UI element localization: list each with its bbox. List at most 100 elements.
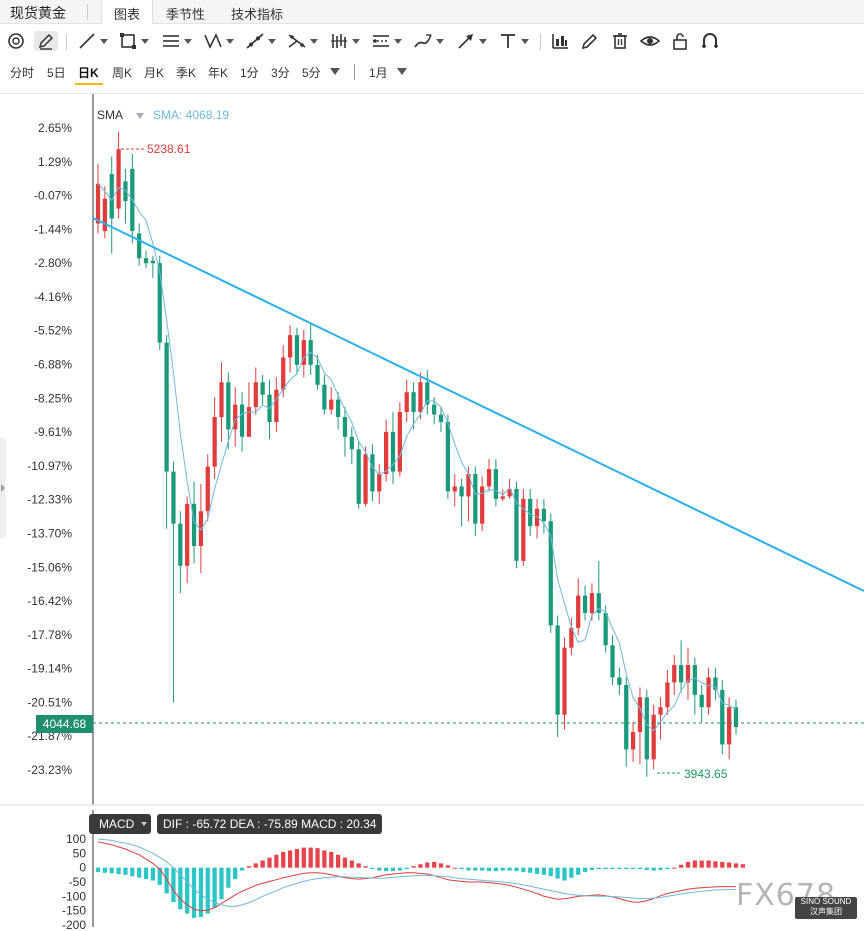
period-intraday[interactable]: 分时: [10, 66, 35, 80]
macd-bar: [706, 860, 711, 868]
candle-body: [294, 335, 300, 365]
pattern-icon[interactable]: [203, 31, 234, 51]
tab-indicators[interactable]: 技术指标: [231, 7, 284, 22]
arrow-icon[interactable]: [456, 31, 487, 51]
candle-body: [699, 694, 704, 708]
candle-body: [281, 357, 286, 390]
y-tick-label: -5.52%: [34, 324, 72, 338]
macd-bar: [569, 867, 574, 878]
trend-line[interactable]: [92, 217, 864, 592]
candle-body: [534, 508, 540, 527]
period-weekly[interactable]: 周K: [112, 66, 133, 80]
candle-body: [226, 382, 231, 430]
candle-body: [651, 714, 656, 760]
sidebar-toggle[interactable]: [0, 438, 6, 538]
magnet-u-icon[interactable]: [700, 31, 720, 51]
macd-bar: [562, 867, 567, 881]
current-price-tag: 4044.68: [36, 715, 93, 733]
candle-body: [432, 404, 437, 415]
candle-body: [706, 677, 711, 708]
line-icon[interactable]: [77, 31, 108, 51]
macd-bar: [507, 867, 512, 871]
candle-body: [493, 469, 499, 499]
magnet-icon[interactable]: [6, 31, 26, 51]
period-more-icon[interactable]: [330, 68, 340, 75]
macd-bar: [130, 867, 135, 877]
candle-body: [713, 677, 718, 690]
period-5min[interactable]: 5分: [302, 66, 321, 80]
candle-body: [377, 474, 382, 492]
period-yearly[interactable]: 年K: [208, 66, 229, 80]
macd-values: DIF : -65.72 DEA : -75.89 MACD : 20.34: [157, 814, 383, 834]
bars-icon[interactable]: [329, 31, 360, 51]
parallel-lines-icon[interactable]: [161, 31, 192, 51]
macd-bar: [123, 867, 128, 875]
tab-chart[interactable]: 图表: [101, 0, 154, 24]
indicator-name[interactable]: SMA: [97, 108, 124, 122]
macd-y-tick-label: 50: [73, 846, 87, 860]
brush-icon[interactable]: [413, 31, 444, 51]
macd-bar: [473, 867, 478, 871]
macd-bar: [363, 866, 368, 868]
macd-bar: [418, 864, 423, 868]
edit-icon[interactable]: [580, 31, 600, 51]
period-daily[interactable]: 日K: [78, 66, 99, 80]
candle-body: [137, 233, 142, 259]
period-5day[interactable]: 5日: [47, 66, 66, 80]
candle-body: [157, 263, 162, 343]
period-quarterly[interactable]: 季K: [176, 66, 197, 80]
macd-dropdown-icon[interactable]: [141, 822, 147, 826]
range-dropdown-icon[interactable]: [397, 68, 407, 75]
lock-icon[interactable]: [670, 31, 690, 51]
macd-bar: [178, 867, 183, 910]
candle-body: [418, 382, 423, 413]
candle-body: [342, 416, 348, 437]
candle-body: [672, 665, 677, 683]
macd-bar: [740, 864, 745, 868]
period-3min[interactable]: 3分: [271, 66, 290, 80]
y-tick-label: -10.97%: [27, 459, 72, 473]
macd-bar: [493, 867, 499, 872]
pencil-icon[interactable]: [34, 31, 58, 51]
candle-body: [123, 181, 128, 202]
chart-type-icon[interactable]: [550, 31, 570, 51]
indicator-dropdown-icon[interactable]: [136, 113, 144, 119]
candle-body: [589, 593, 595, 613]
trash-icon[interactable]: [610, 31, 630, 51]
macd-bar: [617, 867, 622, 870]
macd-bar: [137, 867, 142, 878]
candle-body: [665, 682, 670, 708]
macd-bar: [267, 857, 272, 868]
fib-icon[interactable]: [287, 31, 318, 51]
macd-bar: [157, 867, 162, 885]
macd-bar: [692, 860, 697, 868]
macd-bar: [219, 867, 224, 900]
period-1min[interactable]: 1分: [240, 66, 259, 80]
macd-indicator-button[interactable]: MACD: [89, 814, 151, 834]
candle-body: [315, 364, 320, 385]
range-selector[interactable]: 1月: [369, 66, 388, 80]
y-tick-label: -6.88%: [34, 358, 72, 372]
macd-bar: [198, 867, 204, 917]
candle-body: [102, 198, 107, 231]
tab-seasonality[interactable]: 季节性: [166, 7, 206, 22]
ray-icon[interactable]: [245, 31, 276, 51]
macd-bar: [637, 867, 643, 870]
sinosound-logo: SINO SOUND 汉声集团: [795, 897, 857, 919]
macd-bar: [500, 867, 505, 871]
rectangle-icon[interactable]: [118, 31, 149, 51]
macd-bar: [185, 867, 190, 914]
eye-icon[interactable]: [640, 31, 660, 51]
channel-icon[interactable]: [371, 31, 402, 51]
low-price-label: 3943.65: [684, 767, 728, 781]
period-monthly[interactable]: 月K: [144, 66, 165, 80]
macd-bar: [239, 867, 245, 871]
macd-bar: [610, 867, 615, 870]
candle-body: [397, 412, 402, 472]
text-icon[interactable]: [498, 31, 529, 51]
candle-body: [644, 697, 649, 760]
macd-bar: [582, 867, 588, 872]
candle-body: [473, 474, 478, 524]
macd-bar: [459, 867, 464, 870]
